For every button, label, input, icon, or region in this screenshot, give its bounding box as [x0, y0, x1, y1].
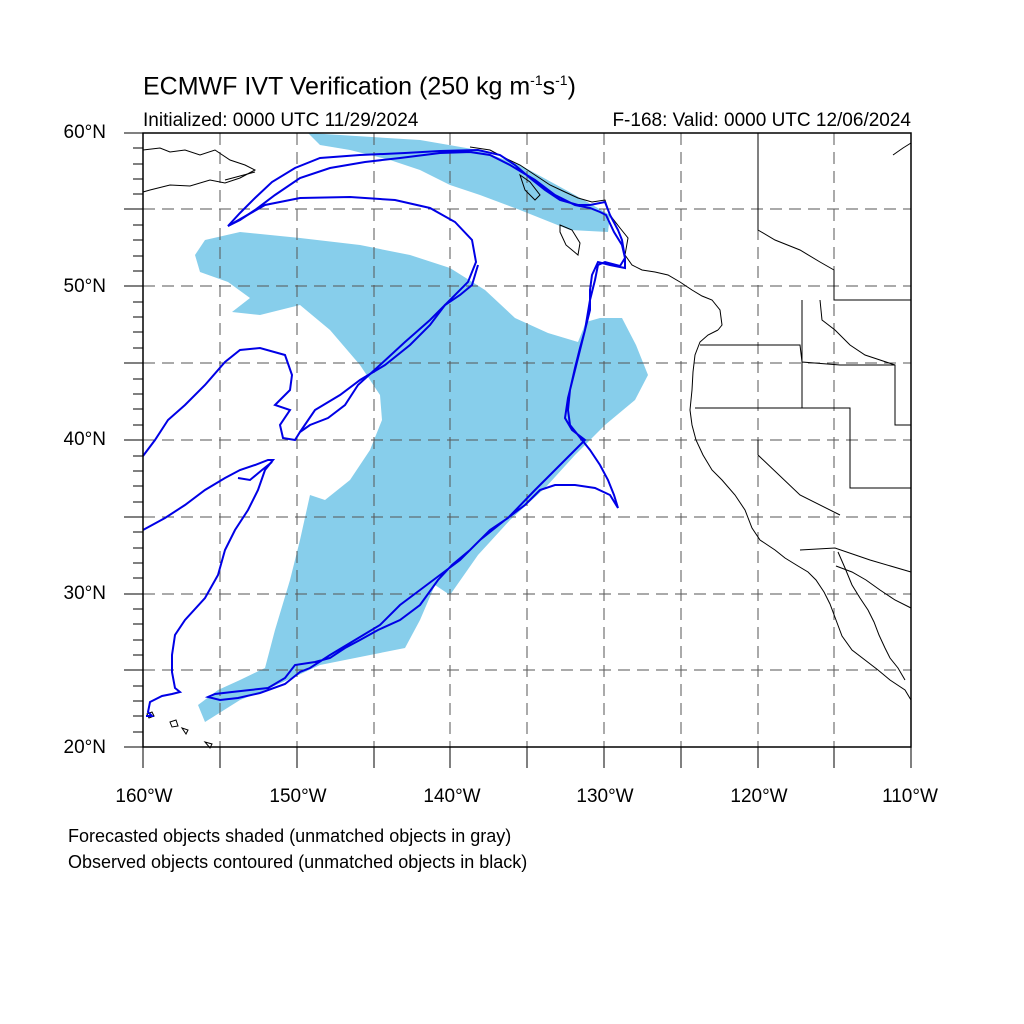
lat-label-40n: 40°N	[63, 429, 106, 450]
lon-label-130w: 130°W	[576, 786, 634, 807]
minor-ticks	[133, 147, 143, 733]
lat-label-20n: 20°N	[63, 737, 106, 758]
coastlines	[142, 133, 912, 749]
lon-label-160w: 160°W	[115, 786, 173, 807]
observed-contour-west	[142, 459, 276, 717]
initialized-time: Initialized: 0000 UTC 11/29/2024	[143, 110, 419, 131]
graticule	[143, 133, 911, 747]
lat-label-50n: 50°N	[63, 276, 106, 297]
observed-contour-arc	[299, 264, 479, 433]
lon-label-150w: 150°W	[269, 786, 327, 807]
forecast-note: Forecasted objects shaded (unmatched obj…	[68, 826, 512, 846]
observed-contour-loop	[142, 195, 478, 457]
lat-label-60n: 60°N	[63, 122, 106, 143]
observed-ivt-contours	[142, 148, 627, 717]
lon-label-140w: 140°W	[423, 786, 481, 807]
valid-time: F-168: Valid: 0000 UTC 12/06/2024	[612, 110, 911, 131]
map-title: ECMWF IVT Verification (250 kg m-1s-1)	[143, 72, 576, 101]
lon-label-120w: 120°W	[730, 786, 788, 807]
observed-contour-north	[204, 148, 627, 702]
axis-ticks	[124, 132, 912, 768]
lat-label-30n: 30°N	[63, 583, 106, 604]
observed-note: Observed objects contoured (unmatched ob…	[68, 852, 528, 872]
lon-label-110w: 110°W	[882, 786, 938, 807]
forecast-ivt-object	[195, 133, 648, 722]
